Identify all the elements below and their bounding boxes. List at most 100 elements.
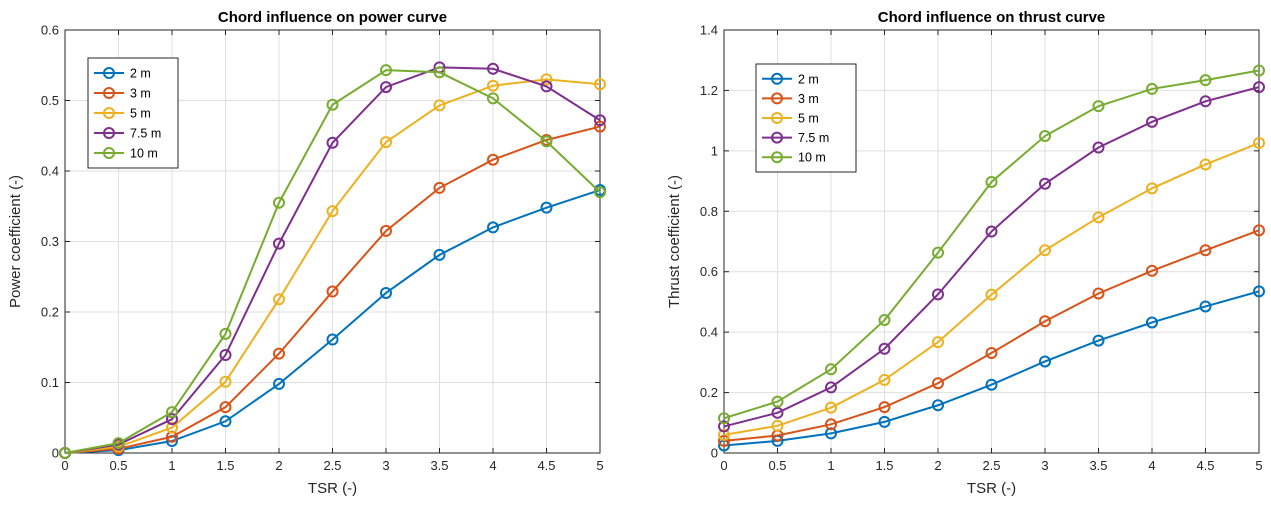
x-tick-label: 5 [1255, 458, 1262, 473]
y-tick-label: 1.2 [700, 83, 718, 98]
data-point [594, 186, 606, 199]
legend-item: 10 m [94, 147, 158, 161]
data-point [1146, 115, 1158, 128]
data-point [219, 401, 232, 414]
data-point [219, 415, 232, 428]
data-point [1199, 158, 1212, 171]
chart-title: Chord influence on power curve [218, 9, 447, 26]
data-point [487, 79, 499, 92]
legend-item: 2 m [94, 67, 151, 81]
data-point [932, 246, 944, 259]
y-tick-label: 0.4 [41, 164, 59, 179]
data-point [718, 412, 730, 425]
data-point [487, 221, 499, 234]
data-point [985, 175, 998, 188]
data-point [825, 363, 837, 376]
data-point [1199, 244, 1212, 257]
data-point [1253, 64, 1265, 77]
data-point [433, 181, 446, 194]
x-tick-label: 1 [168, 458, 175, 473]
legend-marker [103, 147, 115, 159]
y-tick-label: 0.2 [41, 305, 59, 320]
data-point [540, 135, 553, 148]
data-point [718, 428, 730, 441]
data-point [932, 336, 944, 349]
x-tick-label: 3 [1041, 458, 1048, 473]
data-point [326, 205, 339, 218]
data-point [59, 447, 71, 459]
legend-marker [771, 131, 783, 144]
y-tick-label: 0.4 [700, 325, 718, 340]
series-2-m [718, 285, 1265, 452]
series-line [64, 78, 601, 454]
data-point [219, 375, 232, 388]
legend-item: 3 m [762, 92, 819, 106]
data-point [878, 415, 891, 428]
data-point [985, 378, 998, 391]
x-axis-label: TSR (-) [967, 480, 1016, 497]
legend-label: 3 m [798, 92, 819, 106]
x-tick-label: 1.5 [875, 458, 893, 473]
x-axis-label: TSR (-) [308, 480, 357, 497]
data-point [825, 381, 837, 394]
x-tick-label: 2 [934, 458, 941, 473]
data-point [594, 120, 606, 133]
y-tick-label: 0 [52, 446, 59, 461]
data-point [112, 437, 125, 450]
data-point [540, 80, 553, 93]
data-point [878, 401, 891, 414]
data-point [487, 92, 499, 105]
data-point [932, 377, 944, 390]
data-point [380, 81, 392, 94]
y-tick-label: 0.8 [700, 204, 718, 219]
data-point [540, 201, 553, 214]
data-point [326, 136, 339, 149]
series-5-m [718, 137, 1265, 441]
y-tick-label: 0.1 [41, 375, 59, 390]
data-point [380, 64, 392, 77]
data-point [718, 420, 730, 433]
data-point [326, 285, 339, 298]
legend-label: 7.5 m [130, 127, 161, 141]
data-point [1039, 315, 1051, 328]
series-line [723, 229, 1260, 442]
data-point [825, 401, 837, 414]
data-point [771, 419, 784, 432]
thrust-curve-chart: 0 0.5 1 1.5 2 2.5 3 3.5 4 4.5 5 0 0.2 0.4 0.6 0.8 1 1.2 1.… [666, 9, 1265, 497]
series-line [723, 86, 1260, 428]
data-point [878, 373, 891, 386]
data-point [1253, 137, 1265, 150]
data-point [932, 288, 944, 301]
x-tick-label: 4.5 [537, 458, 555, 473]
data-point [273, 347, 285, 360]
series-7-5-m [718, 81, 1265, 433]
legend-label: 7.5 m [798, 131, 829, 145]
data-point [219, 349, 232, 362]
data-point [380, 286, 392, 299]
legend-item: 7.5 m [94, 127, 161, 141]
legend: 2 m 3 m 5 m 7.5 m 10 m [755, 63, 857, 173]
x-tick-label: 0.5 [109, 458, 127, 473]
data-point [1039, 177, 1051, 190]
x-tick-label: 1.5 [216, 458, 234, 473]
legend-label: 10 m [798, 151, 826, 165]
legend-label: 5 m [798, 112, 819, 126]
legend-marker [771, 151, 783, 164]
data-point [771, 395, 784, 408]
data-point [594, 78, 606, 91]
data-point [1146, 264, 1158, 277]
data-point [1039, 355, 1051, 368]
data-point [594, 114, 606, 127]
data-point [985, 346, 998, 359]
data-point [326, 333, 339, 346]
data-point [433, 248, 446, 261]
data-point [540, 73, 553, 86]
y-tick-label: 0.3 [41, 234, 59, 249]
data-point [1199, 74, 1212, 87]
x-tick-label: 1 [827, 458, 834, 473]
x-tick-label: 0 [61, 458, 68, 473]
legend-label: 2 m [798, 72, 819, 86]
data-point [932, 399, 944, 412]
series-10-m [59, 64, 606, 459]
data-point [1253, 285, 1265, 298]
